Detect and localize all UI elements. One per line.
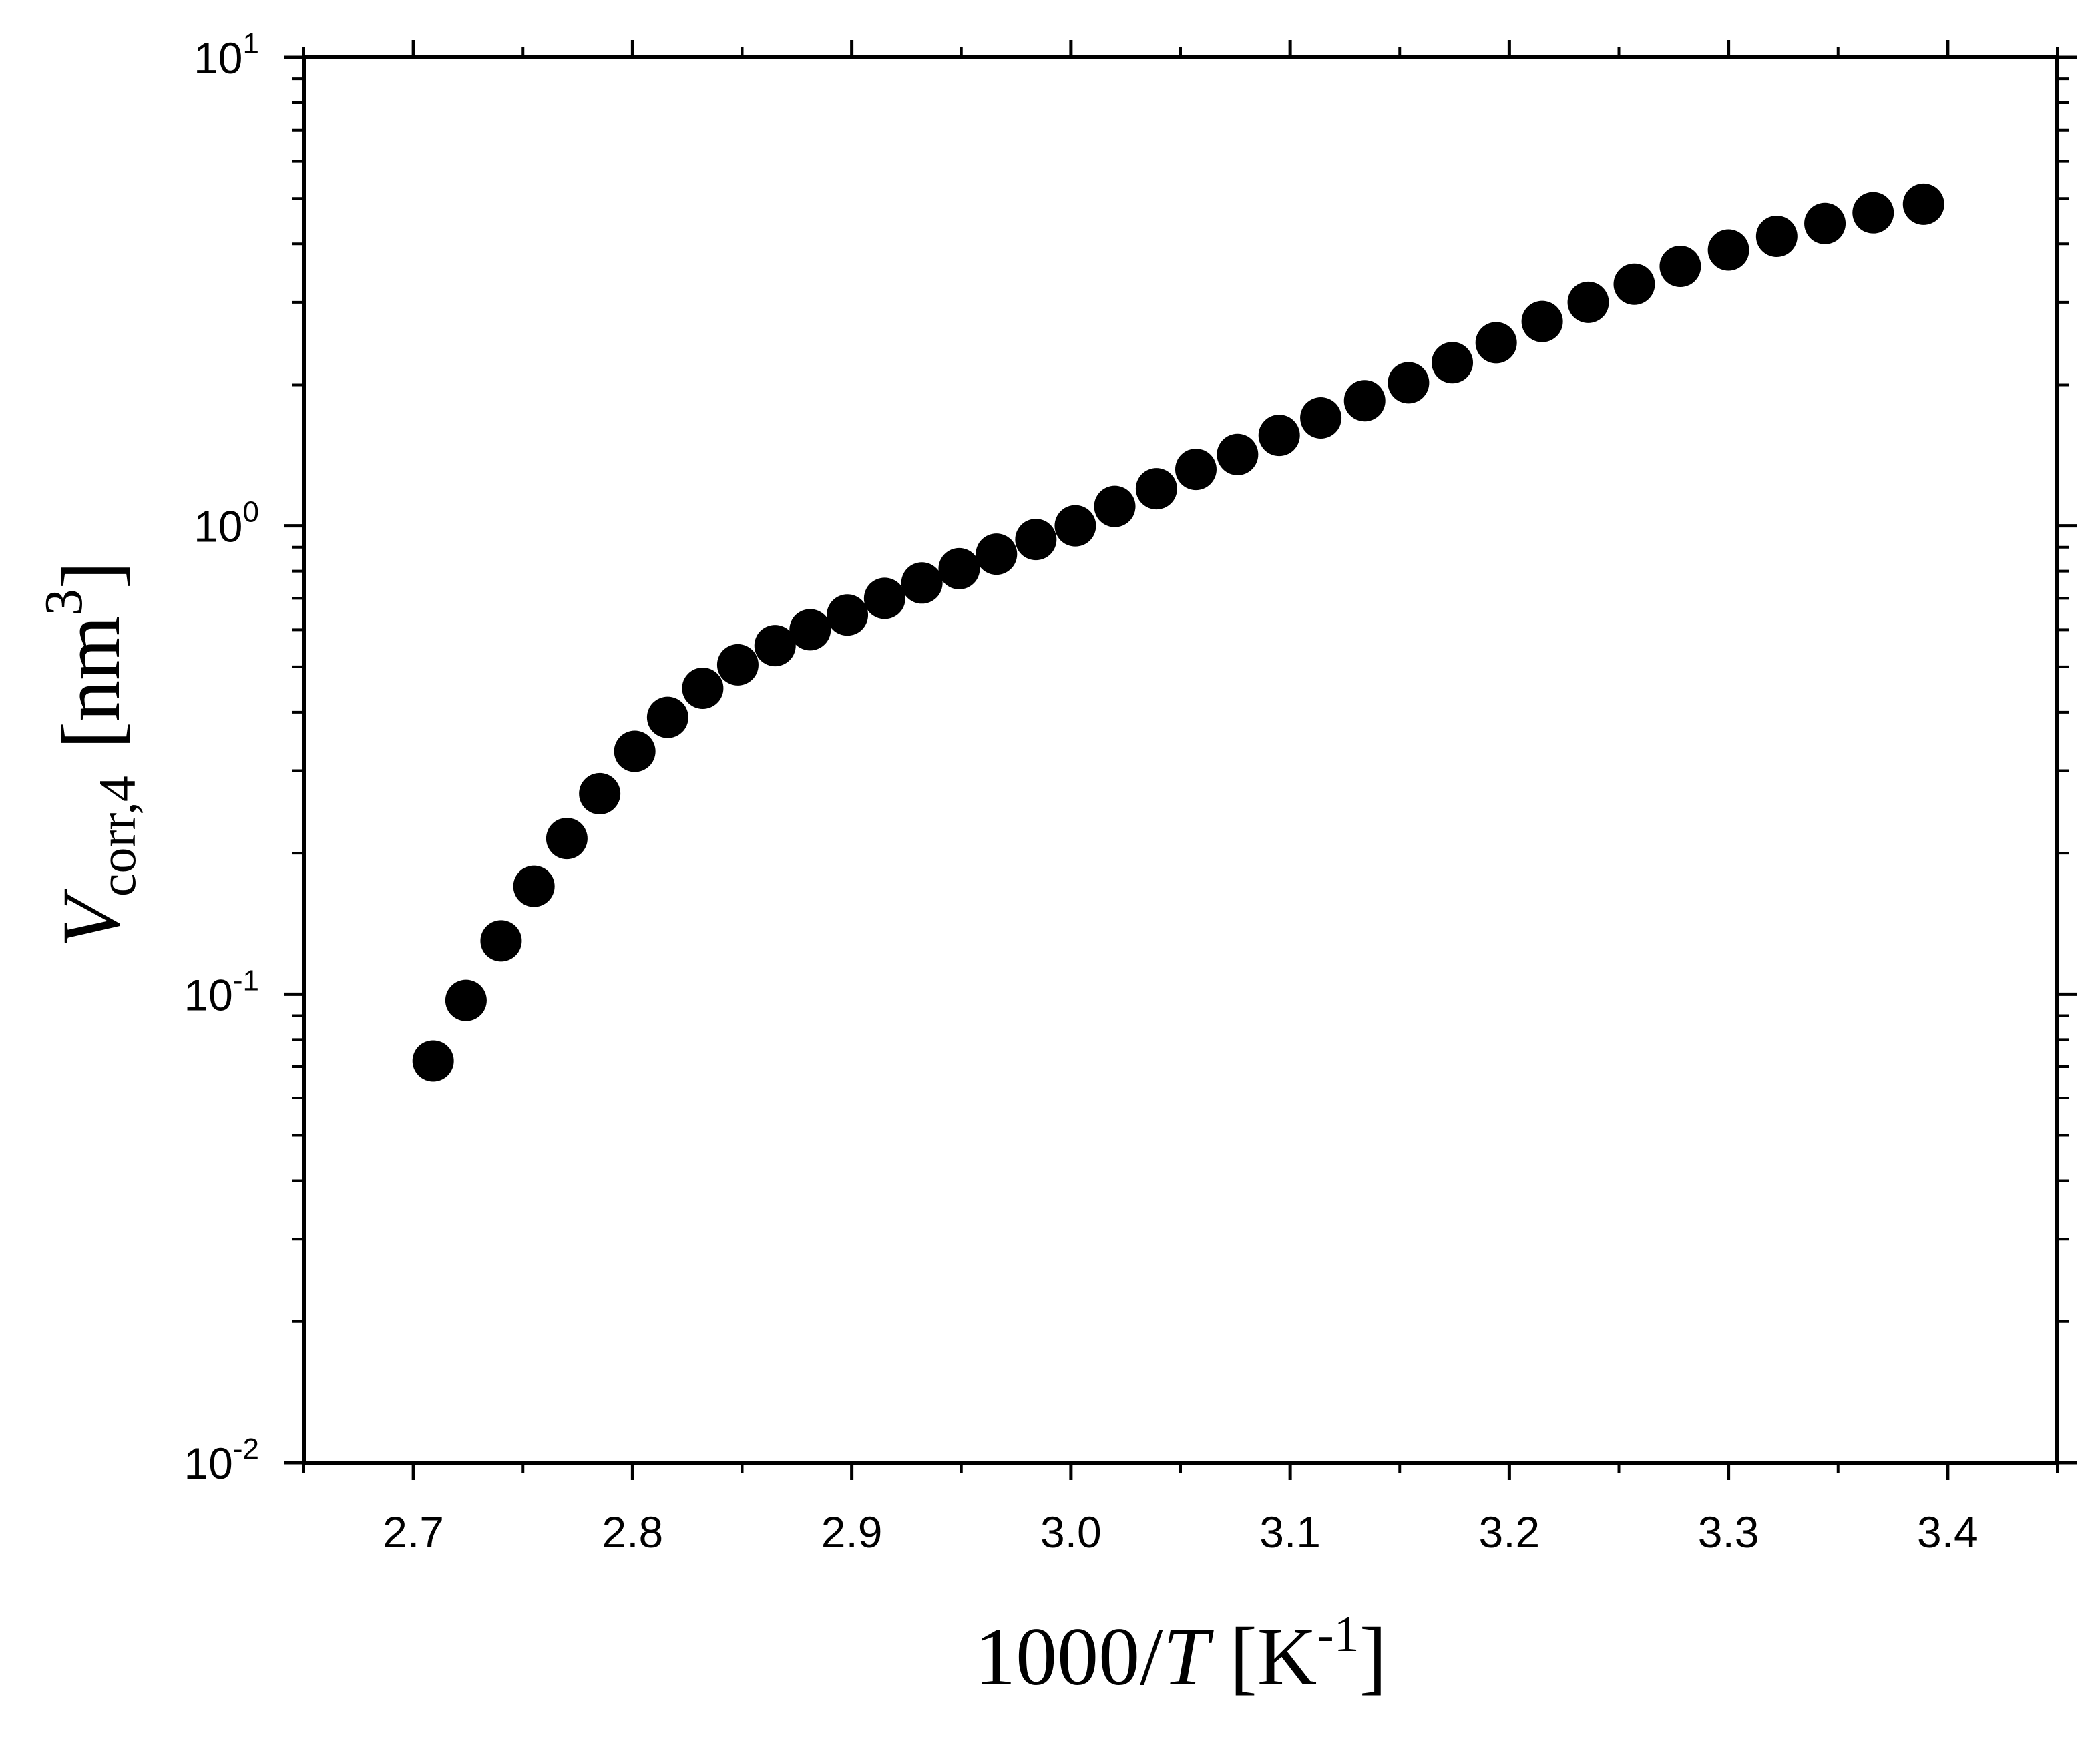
data-point (1015, 519, 1057, 561)
y-tick-label-exponent: 1 (243, 27, 259, 60)
data-point (646, 696, 688, 738)
data-point (579, 772, 621, 814)
x-axis-title-unit-exponent: -1 (1317, 1606, 1359, 1662)
data-point (614, 730, 656, 772)
data-point (682, 667, 724, 709)
y-tick-label: 100 (194, 496, 259, 551)
x-axis-title-unit: [K (1209, 1611, 1317, 1702)
data-point (513, 865, 555, 907)
data-point (1094, 485, 1136, 527)
data-point (1258, 415, 1300, 457)
data-point (412, 1040, 454, 1082)
x-tick-label: 2.9 (821, 1507, 883, 1557)
data-point (1217, 433, 1259, 475)
x-tick-label: 3.3 (1698, 1507, 1759, 1557)
y-axis-title-unit: [nm (45, 615, 137, 749)
major-ticks (284, 40, 2077, 1480)
y-axis-title-unit-exponent: 3 (35, 589, 93, 615)
data-point (1135, 468, 1177, 510)
x-tick-label: 3.2 (1479, 1507, 1540, 1557)
data-point (1567, 281, 1609, 323)
x-tick-labels: 2.7 2.8 2.9 3.0 3.1 3.2 3.3 3.4 (383, 1507, 1978, 1557)
data-point (1054, 505, 1096, 547)
x-tick-label: 2.8 (602, 1507, 664, 1557)
data-point (863, 577, 905, 619)
data-point (1475, 322, 1517, 364)
data-point (901, 562, 943, 604)
y-tick-label: 10-1 (184, 964, 259, 1019)
x-axis-title-unit-close: ] (1359, 1611, 1387, 1702)
data-point (1707, 229, 1749, 271)
plot-frame (302, 55, 2059, 1465)
data-point (1388, 362, 1430, 404)
data-point (1300, 397, 1342, 439)
data-point (1432, 342, 1474, 384)
data-point (1852, 192, 1894, 234)
y-tick-label-base: 10 (194, 502, 242, 551)
x-tick-label: 2.7 (383, 1507, 444, 1557)
y-axis-title-subscript: corr,4 (88, 776, 146, 897)
data-point (546, 818, 588, 860)
y-tick-label-exponent: -2 (233, 1433, 259, 1465)
y-axis-title: Vcorr,4 [nm3] (35, 561, 146, 947)
data-point (445, 979, 487, 1021)
y-axis-title-variable: V (45, 889, 137, 947)
x-tick-label: 3.1 (1259, 1507, 1321, 1557)
y-tick-label-exponent: -1 (233, 964, 259, 997)
y-tick-label-base: 10 (184, 970, 232, 1019)
data-point (1343, 380, 1386, 422)
data-point (1175, 449, 1217, 491)
data-point (1755, 216, 1798, 258)
x-tick-label: 3.0 (1040, 1507, 1102, 1557)
y-axis-title-unit-close: ] (45, 561, 137, 589)
data-point (938, 547, 980, 589)
y-tick-label: 101 (194, 27, 259, 83)
x-axis-title-variable: T (1163, 1611, 1215, 1702)
data-points (412, 183, 1944, 1082)
y-tick-label-base: 10 (194, 33, 242, 83)
data-point (1521, 300, 1563, 342)
y-tick-label-base: 10 (184, 1439, 232, 1488)
x-axis-title: 1000/T [K-1] (974, 1606, 1387, 1702)
data-point (1613, 263, 1655, 305)
data-point (716, 644, 759, 686)
data-point (1902, 183, 1944, 225)
data-point (827, 594, 869, 636)
x-tick-label: 3.4 (1917, 1507, 1978, 1557)
data-point (1804, 202, 1846, 244)
data-point (1659, 246, 1701, 288)
y-tick-label-exponent: 0 (243, 496, 259, 529)
data-point (754, 625, 796, 667)
y-tick-label: 10-2 (184, 1433, 259, 1488)
x-axis-title-prefix: 1000/ (974, 1611, 1163, 1702)
data-point (480, 920, 522, 962)
data-point (976, 533, 1018, 575)
data-point (789, 609, 831, 651)
